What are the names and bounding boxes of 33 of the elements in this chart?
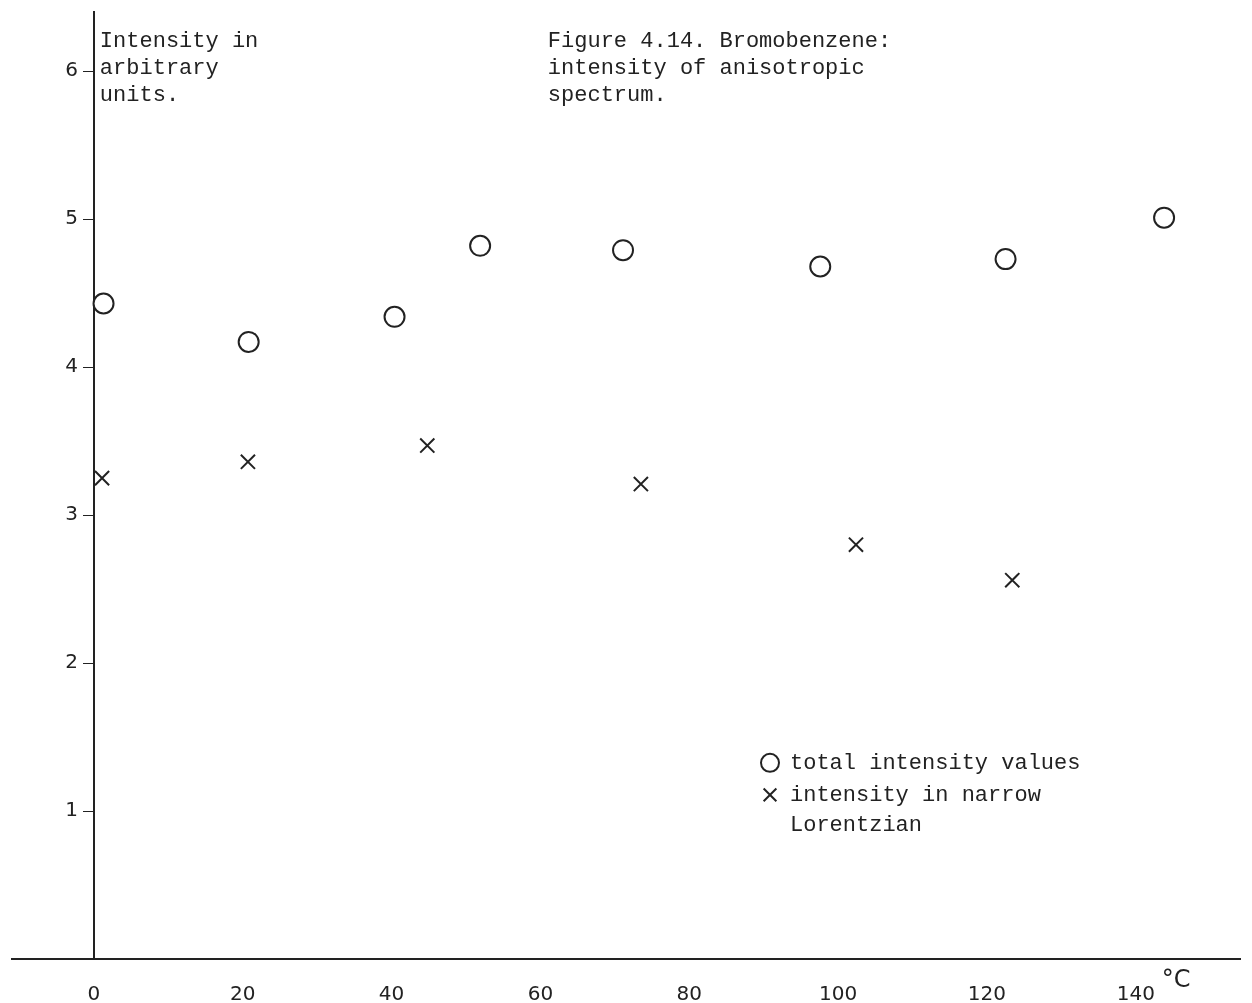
point	[469, 234, 492, 257]
legend-label: intensity in narrow Lorentzian	[790, 782, 1041, 838]
x-tick-label: 40	[378, 981, 405, 1003]
point	[237, 330, 260, 353]
point	[1004, 572, 1021, 589]
x-tick-label: 80	[676, 981, 702, 1003]
point	[92, 292, 115, 315]
y-tick-label: 3	[65, 501, 78, 526]
y-tick-label: 1	[65, 797, 78, 822]
y-tick-label: 6	[65, 57, 78, 82]
x-tick-label: 100	[819, 981, 858, 1003]
point	[1153, 206, 1176, 229]
y-tick-label: 2	[65, 649, 78, 674]
y-tick-label: 5	[65, 205, 78, 230]
point	[612, 239, 635, 262]
text: Figure 4.14. Bromobenzene: intensity of anisotropic spectrum.	[547, 28, 892, 108]
point	[93, 470, 111, 487]
y-axis-title: Intensity in arbitrary units.	[99, 28, 259, 108]
point	[632, 475, 649, 493]
x-tick-label: 20	[229, 981, 256, 1003]
point	[239, 453, 256, 470]
x-tick-label: 120	[967, 981, 1007, 1003]
x-tick-label: 140	[1116, 981, 1155, 1003]
legend-label: total intensity values	[790, 750, 1081, 776]
x-tick-label: 60	[527, 981, 554, 1003]
x-tick-label: 0	[87, 981, 101, 1003]
point	[809, 255, 832, 278]
x-axis-title: °C	[1161, 965, 1191, 994]
y-tick-label: 4	[65, 353, 78, 378]
point	[419, 437, 436, 454]
point	[383, 305, 406, 328]
point	[847, 536, 865, 553]
point	[994, 248, 1017, 271]
